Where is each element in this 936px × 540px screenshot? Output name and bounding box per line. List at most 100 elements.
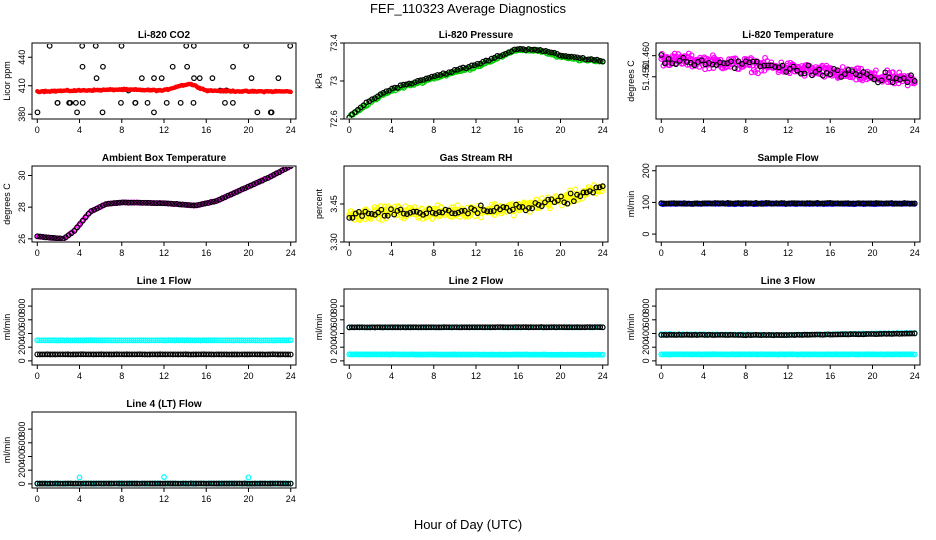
data-point-high <box>150 337 157 344</box>
data-marks <box>34 474 294 487</box>
data-point-high <box>130 337 137 344</box>
data-point-raw <box>503 204 510 211</box>
panel-title: Li-820 Temperature <box>742 30 834 41</box>
x-tick-label: 4 <box>77 494 82 504</box>
data-point-high <box>599 324 606 331</box>
data-point-high <box>154 337 161 344</box>
y-tick-label: 200 <box>17 340 27 355</box>
data-point-raw <box>165 200 172 207</box>
data-point-raw <box>72 99 79 106</box>
y-tick-label: 51.460 <box>641 42 651 70</box>
data-marks <box>658 329 918 358</box>
data-point-raw <box>88 208 95 214</box>
data-point-raw <box>108 200 115 207</box>
x-tick-label: 24 <box>286 125 296 135</box>
data-point-raw <box>209 75 216 82</box>
panel-rh: Gas Stream RH percent 0 4 8 12 16 20 24 3.30 3.45 <box>314 153 609 258</box>
data-point-raw <box>410 208 417 215</box>
x-tick-label: 8 <box>743 371 748 381</box>
data-point-raw <box>794 67 801 74</box>
data-point-raw <box>34 233 41 240</box>
data-point-high <box>189 337 196 344</box>
data-point-avg <box>572 186 579 193</box>
x-tick-label: 8 <box>743 125 748 135</box>
data-point-raw <box>225 192 231 199</box>
data-point-high <box>232 337 239 344</box>
data-point-raw <box>60 235 66 241</box>
data-point-raw <box>159 200 166 207</box>
data-point-raw <box>564 200 571 207</box>
data-point-raw <box>909 200 916 207</box>
data-point-high <box>266 337 273 344</box>
data-point-raw <box>586 188 593 195</box>
data-point-raw <box>731 65 738 72</box>
data-point-spikes <box>76 474 83 481</box>
data-point-high <box>85 337 92 344</box>
x-tick-label: 12 <box>159 248 169 258</box>
data-point-high <box>215 337 221 344</box>
data-point-raw <box>346 114 353 118</box>
data-point-raw <box>594 56 600 63</box>
data-point-raw <box>487 208 494 215</box>
y-tick-label: 600 <box>329 312 339 327</box>
data-point-high <box>138 337 145 344</box>
data-point-raw <box>728 58 734 65</box>
y-axis-label: ml/min <box>626 314 636 341</box>
data-point-raw <box>400 81 407 88</box>
data-point-raw <box>517 45 524 52</box>
data-point-raw <box>254 109 261 116</box>
data-point-raw <box>111 200 118 206</box>
data-point-raw <box>757 63 764 70</box>
y-tick-label: 28 <box>17 202 27 212</box>
data-point-raw <box>494 52 501 59</box>
data-point-raw <box>163 99 170 106</box>
data-point-raw <box>542 48 549 54</box>
data-point-raw <box>434 72 441 78</box>
data-point-raw <box>134 199 140 206</box>
panel-co2: Li-820 CO2 Licor ppm 0 4 8 12 16 20 24 380 410 440 <box>2 30 297 135</box>
y-tick-label: 400 <box>17 326 27 341</box>
data-point-high <box>224 337 231 344</box>
data-point-raw <box>528 46 535 53</box>
data-point-raw <box>471 207 478 213</box>
data-point-raw <box>458 208 465 214</box>
data-point-raw <box>816 66 823 73</box>
data-point-raw <box>680 54 687 61</box>
data-point-high <box>274 337 280 344</box>
panel-line1: Line 1 Flow ml/min 0 4 8 12 16 20 24 0 20040060080… <box>2 276 297 381</box>
data-point-raw <box>529 205 536 212</box>
data-point-high <box>219 337 225 344</box>
data-point-raw <box>503 50 509 57</box>
y-axis-label: Licor ppm <box>2 61 12 101</box>
data-point-high <box>236 337 243 344</box>
panel-title: Li-820 CO2 <box>138 30 191 41</box>
data-point-raw <box>282 167 288 172</box>
data-point-raw <box>349 214 356 221</box>
data-point-high <box>97 337 104 344</box>
data-point-raw <box>488 55 495 62</box>
data-marks <box>658 50 918 89</box>
data-point-avg <box>752 69 759 75</box>
panel-title: Gas Stream RH <box>440 153 513 164</box>
data-point-raw <box>440 70 447 77</box>
data-point-raw <box>465 63 472 70</box>
data-point-avg <box>710 65 717 71</box>
y-tick-label: 72.6 <box>329 110 339 128</box>
data-point-raw <box>184 63 191 70</box>
data-point-raw <box>259 177 266 184</box>
data-marks <box>346 45 606 118</box>
data-point-raw <box>191 202 197 209</box>
data-point-avg <box>768 59 775 66</box>
data-point-raw <box>119 199 126 206</box>
data-point-raw <box>582 56 589 63</box>
y-tick-label: 600 <box>17 435 27 450</box>
y-tick-label: 600 <box>17 312 27 327</box>
data-point-raw <box>346 214 353 221</box>
data-point-raw <box>750 58 757 65</box>
data-point-raw <box>242 185 249 192</box>
data-point-high <box>144 337 151 344</box>
panel-ambient: Ambient Box Temperature degrees C 0 4 8 12 16 2… <box>2 153 297 258</box>
data-point-raw <box>279 167 286 174</box>
data-point-raw <box>285 480 292 487</box>
